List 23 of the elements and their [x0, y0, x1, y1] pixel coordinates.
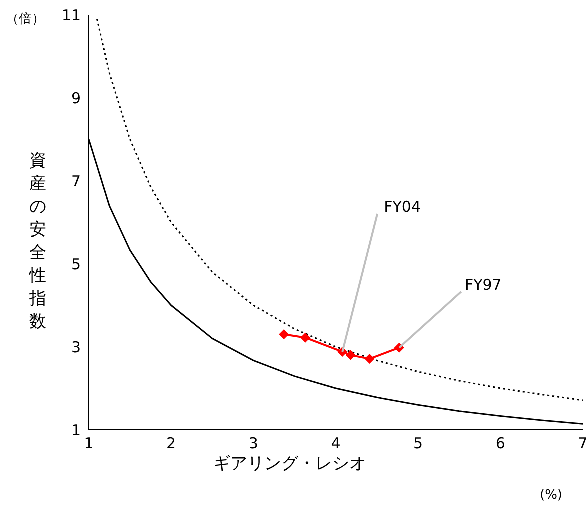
- annotation: FY04: [384, 198, 422, 216]
- text: (%): [540, 488, 562, 503]
- y-tick-label: 5: [71, 255, 81, 274]
- y-tick-label: 1: [71, 421, 81, 440]
- x-tick-label: 5: [414, 434, 424, 453]
- y-tick-label: 3: [71, 338, 81, 356]
- x-tick-label: 3: [248, 434, 258, 453]
- y-tick-label: 11: [62, 6, 81, 24]
- x-tick-label: 6: [496, 434, 506, 453]
- annotation: FY97: [464, 276, 502, 294]
- x-tick-label: 1: [84, 434, 94, 453]
- line-series: [96, 18, 583, 402]
- point: [279, 330, 290, 340]
- point: [346, 350, 356, 360]
- y-axis-title: 資産の安全性指数: [29, 150, 47, 334]
- y-tick-label: 9: [71, 89, 81, 108]
- x-tick-label: 4: [331, 434, 341, 453]
- text: （倍）: [6, 11, 45, 28]
- x-tick-label: 2: [166, 434, 176, 453]
- y-tick-label: 7: [71, 172, 81, 190]
- x-axis-title: ギアリング・レシオ: [214, 453, 366, 475]
- point: [300, 332, 311, 343]
- point: [364, 354, 375, 364]
